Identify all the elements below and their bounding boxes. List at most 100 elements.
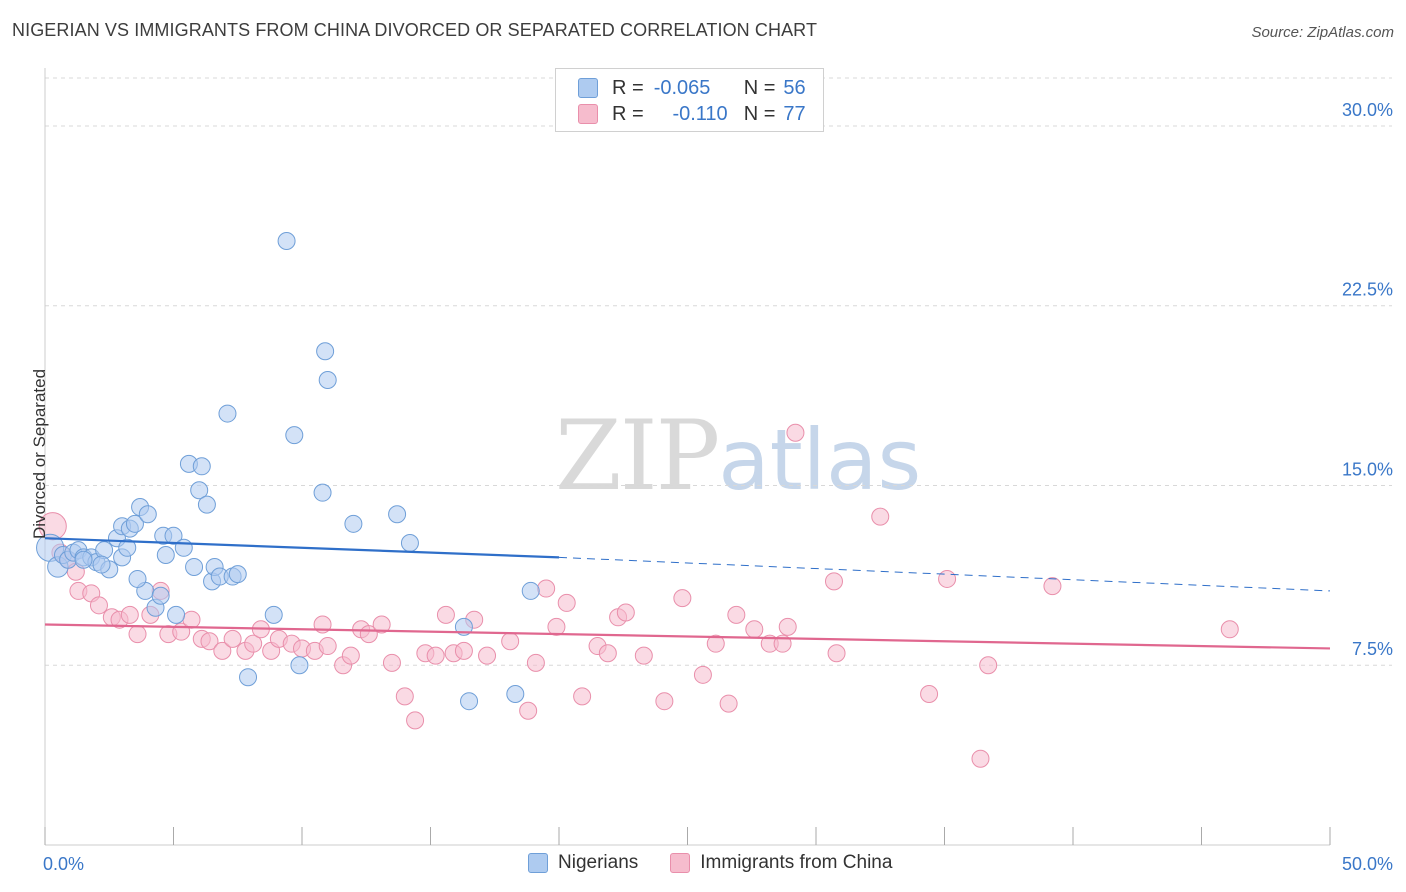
point-nigerians [344,514,363,533]
point-china [745,620,764,639]
legend-row-nigerians: R = -0.065 N = 56 [578,76,806,100]
bottom-legend-label-nigerians: Nigerians [558,852,639,873]
point-nigerians [277,231,296,250]
point-china [673,589,692,608]
bottom-legend: Nigerians Immigrants from China [528,852,892,874]
point-china [519,701,538,720]
y-axis-label: Divorced or Separated [30,368,49,540]
point-china [573,687,592,706]
point-china [120,605,139,624]
point-nigerians [128,569,147,588]
y-tick-label: 15.0% [1342,459,1393,479]
point-china [213,641,232,660]
bottom-legend-swatch-china [670,853,691,873]
legend-swatch-nigerians [578,78,598,98]
legend-r-value: -0.110 [672,102,728,125]
point-china [372,615,391,634]
point-china [526,653,545,672]
point-china [655,692,674,711]
point-china [501,632,520,651]
point-nigerians [506,684,525,703]
watermark: ZIPatlas [555,400,921,512]
point-nigerians [164,526,183,545]
legend-r-label: R = [612,76,644,99]
point-nigerians [316,342,335,361]
point-china [1043,577,1062,596]
point-china [223,629,242,648]
point-nigerians [460,692,479,711]
x-tick-label: 0.0% [43,854,84,874]
source-credit: Source: ZipAtlas.com [1251,24,1394,41]
point-nigerians [218,404,237,423]
point-nigerians [290,656,309,675]
point-nigerians [92,555,111,574]
point-china [182,610,201,629]
legend-r-value: -0.065 [653,76,711,99]
point-china [824,572,843,591]
legend-row-china: R = -0.110 N = 77 [578,102,806,126]
point-china [871,507,890,526]
point-nigerians [190,481,209,500]
point-china [693,665,712,684]
point-china [786,423,805,442]
point-china [938,569,957,588]
y-tick-label: 22.5% [1342,280,1393,300]
legend-swatch-china [578,104,598,124]
legend-n-value: 56 [783,76,806,99]
point-china [426,646,445,665]
point-nigerians [192,457,211,476]
point-nigerians [151,586,170,605]
point-china [89,596,108,615]
point-china [971,749,990,768]
point-china [634,646,653,665]
y-tick-label: 30.0% [1342,100,1393,120]
point-china [454,641,473,660]
point-nigerians [400,533,419,552]
point-nigerians [285,426,304,445]
bottom-legend-label-china: Immigrants from China [700,852,893,873]
point-china [979,656,998,675]
watermark-atlas: atlas [718,411,922,509]
point-china [547,617,566,636]
point-china [478,646,497,665]
point-china [318,637,337,656]
point-china [436,605,455,624]
point-nigerians [167,605,186,624]
point-china [706,634,725,653]
legend-r-label: R = [612,102,644,125]
point-china [406,711,425,730]
trendline-extension-nigerians [558,556,1331,592]
point-china [1220,620,1239,639]
point-china [920,684,939,703]
point-china [395,687,414,706]
legend-n-value: 77 [783,102,806,125]
legend-n-label: N = [743,102,776,125]
point-nigerians [118,538,137,557]
trendline-nigerians [44,537,560,559]
point-nigerians [228,565,247,584]
point-nigerians [264,605,283,624]
point-china [200,632,219,651]
point-china [827,644,846,663]
point-nigerians [138,505,157,524]
trendline-china [44,623,1331,650]
point-nigerians [125,514,144,533]
x-tick-label: 50.0% [1342,854,1393,874]
point-china [598,644,617,663]
point-china [537,579,556,598]
point-nigerians [185,557,204,576]
point-nigerians [388,505,407,524]
point-china [719,694,738,713]
point-nigerians [521,581,540,600]
point-china [341,646,360,665]
point-nigerians [74,550,93,569]
point-nigerians [239,668,258,687]
chart-title: NIGERIAN VS IMMIGRANTS FROM CHINA DIVORC… [12,20,818,40]
point-china [616,603,635,622]
watermark-zip: ZIP [555,400,720,512]
point-nigerians [156,545,175,564]
point-china [128,625,147,644]
y-tick-label: 7.5% [1352,639,1393,659]
point-china [382,653,401,672]
